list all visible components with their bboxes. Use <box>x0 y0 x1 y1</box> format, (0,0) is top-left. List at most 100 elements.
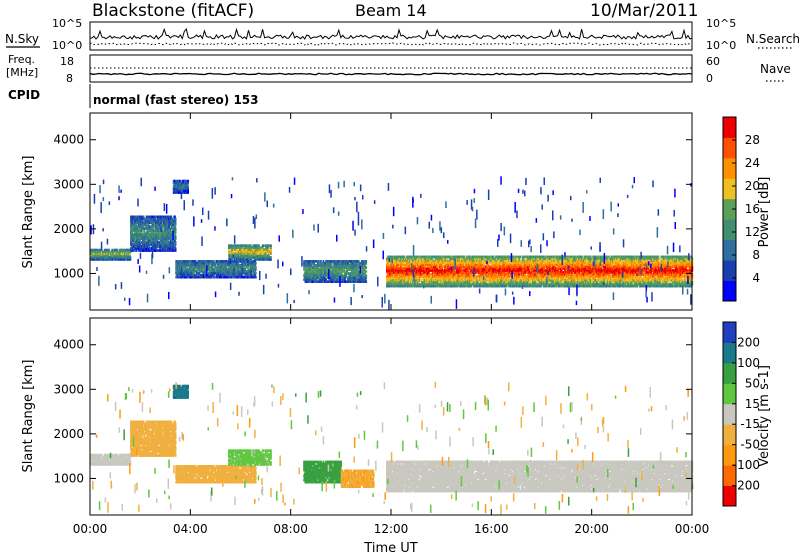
scatter-cell <box>146 221 149 224</box>
scatter-cell <box>150 217 152 221</box>
scatter-cell <box>167 235 169 238</box>
scatter-cell <box>134 239 137 242</box>
scatter-cell <box>138 227 141 230</box>
scatter-cell <box>133 225 136 228</box>
scatter-cell <box>123 252 126 256</box>
nave-tick-hi: 60 <box>706 55 720 68</box>
scatter-cell <box>167 247 169 250</box>
scatter-cell <box>147 241 150 244</box>
scatter-cell <box>174 243 177 246</box>
scatter-cell <box>142 241 144 244</box>
scatter-cell <box>101 254 104 257</box>
scatter-cell <box>155 243 158 246</box>
scatter-cell <box>145 215 148 219</box>
scatter-cell <box>144 233 147 236</box>
scatter-cell <box>157 245 160 248</box>
scatter-cell <box>172 181 175 185</box>
scatter-cell <box>171 227 174 230</box>
scatter-cell <box>143 241 146 244</box>
scatter-cell <box>132 235 134 238</box>
scatter-cell <box>174 231 177 234</box>
scatter-cell <box>145 219 147 223</box>
scatter-cell <box>119 256 122 259</box>
scatter-cell <box>118 250 121 254</box>
scatter-cell <box>159 237 162 240</box>
scatter-cell <box>173 229 176 232</box>
scatter-cell <box>150 239 153 242</box>
scatter-cell <box>135 231 137 234</box>
scatter-cell <box>170 219 173 223</box>
scatter-cell <box>98 256 101 259</box>
scatter-cell <box>116 248 119 252</box>
scatter-cell <box>365 280 368 283</box>
nsky-left-tick-hi: 10^5 <box>52 17 82 30</box>
scatter-cell <box>175 181 178 185</box>
nsky-right-tick-hi: 10^5 <box>706 17 736 30</box>
scatter-cell <box>144 221 147 224</box>
nsky-traces <box>89 27 693 46</box>
scatter-cell <box>175 189 178 192</box>
scatter-cell <box>169 245 172 248</box>
scatter-cell <box>133 217 136 221</box>
scatter-cell <box>187 179 189 183</box>
scatter-cell <box>93 252 95 256</box>
scatter-cell <box>155 237 157 240</box>
scatter-cell <box>214 275 216 279</box>
scatter-cell <box>92 254 95 257</box>
scatter-cell <box>159 225 162 228</box>
scatter-cell <box>133 219 136 223</box>
date-title: 10/Mar/2011 <box>590 1 698 21</box>
scatter-cell <box>99 254 102 257</box>
scatter-cell <box>172 239 174 242</box>
scatter-cell <box>140 233 142 236</box>
scatter-cell <box>168 243 171 246</box>
freq-panel: Freq. [MHz] 18 8 60 0 Nave <box>6 53 791 85</box>
scatter-cell <box>254 271 257 275</box>
scatter-cell <box>170 241 173 244</box>
scatter-cell <box>150 227 153 230</box>
scatter-cell <box>133 237 136 240</box>
scatter-cell <box>156 229 159 232</box>
scatter-cell <box>97 256 100 259</box>
scatter-cell <box>152 247 155 250</box>
scatter-cell <box>133 229 136 232</box>
scatter-cell <box>117 254 119 257</box>
scatter-cell <box>108 250 111 254</box>
scatter-cell <box>154 247 157 250</box>
scatter-cell <box>168 229 171 232</box>
scatter-cell <box>155 245 157 248</box>
scatter-cell <box>147 223 150 226</box>
scatter-cell <box>147 217 149 221</box>
scatter-cell <box>172 249 175 252</box>
scatter-cell <box>122 256 124 259</box>
scatter-cell <box>90 252 93 256</box>
scatter-cell <box>138 231 141 234</box>
scatter-cell <box>153 243 156 246</box>
scatter-cell <box>113 250 116 254</box>
scatter-cell <box>142 215 145 219</box>
scatter-cell <box>155 247 158 250</box>
scatter-cell <box>150 249 152 252</box>
scatter-cell <box>167 241 170 244</box>
scatter-cell <box>92 256 95 259</box>
scatter-cell <box>115 258 117 261</box>
scatter-cell <box>160 217 162 221</box>
scatter-cell <box>120 258 123 261</box>
scatter-cell <box>138 233 141 236</box>
scatter-cell <box>145 233 148 236</box>
scatter-cell <box>174 181 176 185</box>
scatter-cell <box>108 252 110 256</box>
scatter-cell <box>171 217 174 221</box>
scatter-cell <box>142 243 144 246</box>
scatter-cell <box>173 189 176 192</box>
scatter-cell <box>158 221 161 224</box>
scatter-cell <box>172 187 175 190</box>
scatter-cell <box>130 219 132 223</box>
scatter-cell <box>147 243 150 246</box>
scatter-cell <box>105 250 108 254</box>
scatter-cell <box>160 221 162 224</box>
scatter-cell <box>154 231 157 234</box>
scatter-cell <box>100 258 102 261</box>
scatter-cell <box>164 221 167 224</box>
